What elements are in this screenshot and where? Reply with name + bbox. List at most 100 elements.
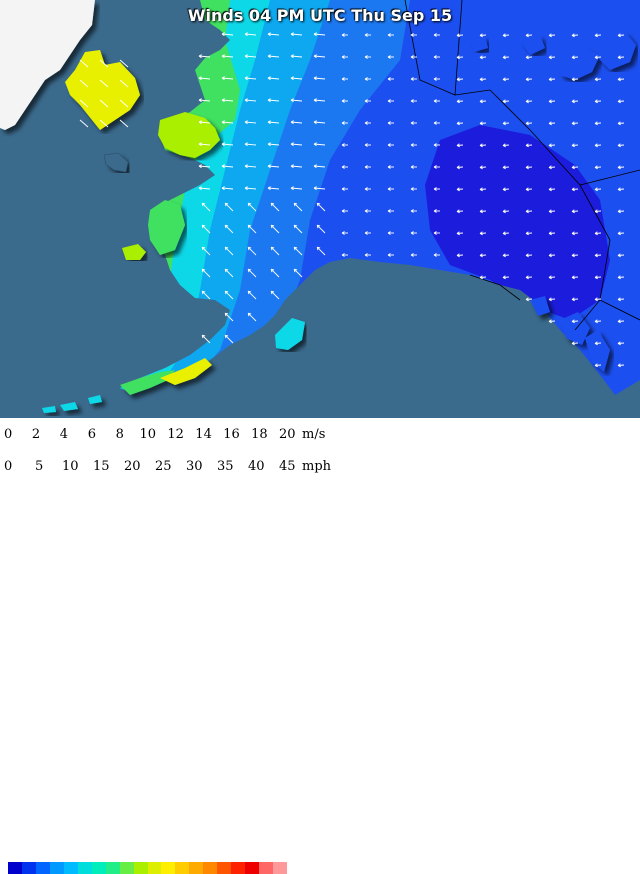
wind-arrowhead (341, 144, 345, 147)
wind-arrow (224, 202, 234, 212)
wind-arrowhead (594, 35, 598, 38)
wind-arrow (201, 334, 211, 344)
map-title: Winds 04 PM UTC Thu Sep 15 (187, 6, 453, 25)
wind-arrowhead (571, 123, 575, 126)
wind-arrow (617, 188, 625, 190)
wind-arrow (571, 232, 579, 234)
wind-arrowhead (410, 188, 414, 191)
wind-arrowhead (293, 247, 296, 251)
wind-arrowhead (617, 233, 621, 236)
wind-map (0, 0, 640, 418)
wind-arrow (571, 342, 579, 344)
wind-arrowhead (548, 35, 552, 38)
wind-arrowhead (410, 122, 414, 125)
wind-arrow (201, 290, 211, 300)
wind-arrowhead (341, 78, 345, 81)
wind-arrowhead (313, 165, 317, 169)
wind-arrowhead (244, 55, 248, 59)
wind-arrowhead (387, 232, 391, 235)
wind-arrow (244, 55, 257, 58)
wind-arrow (571, 276, 579, 278)
wind-arrow (119, 79, 129, 88)
panhandle-islands (530, 296, 610, 372)
legend-swatch (35, 862, 50, 874)
wind-arrowhead (548, 299, 552, 302)
wind-arrowhead (290, 121, 294, 125)
wind-arrow (594, 232, 602, 234)
wind-arrowhead (364, 188, 368, 191)
wind-arrow (548, 100, 556, 102)
wind-arrow (198, 187, 211, 190)
wind-arrowhead (316, 225, 319, 229)
wind-arrowhead (617, 145, 621, 148)
legend-swatch (189, 862, 204, 874)
wind-arrowhead (270, 225, 273, 229)
wind-arrow (479, 276, 487, 278)
wind-arrow (290, 77, 303, 80)
wind-arrowhead (548, 321, 552, 324)
wind-arrowhead (364, 232, 368, 235)
wind-arrowhead (502, 255, 506, 258)
wind-arrowhead (270, 203, 273, 207)
wind-arrowhead (410, 210, 414, 213)
wind-arrow (479, 144, 487, 146)
wind-arrowhead (244, 121, 248, 125)
wind-arrowhead (341, 34, 345, 37)
wind-arrowhead (525, 255, 529, 258)
wind-arrowhead (525, 35, 529, 38)
wind-arrowhead (244, 33, 248, 37)
wind-arrow (293, 246, 303, 256)
wind-arrow (198, 55, 211, 58)
wind-arrow (502, 276, 510, 278)
wind-arrow (571, 166, 579, 168)
wind-arrow (548, 78, 556, 80)
wind-arrowhead (221, 143, 225, 147)
wind-arrow (525, 78, 533, 80)
wind-arrowhead (410, 144, 414, 147)
wind-arrowhead (479, 211, 483, 214)
wind-arrow (198, 121, 211, 124)
wind-arrow (293, 224, 303, 234)
wind-arrowhead (364, 210, 368, 213)
arctic-island (560, 48, 600, 80)
wind-arrowhead (594, 277, 598, 280)
wind-arrowhead (198, 121, 202, 125)
wind-arrowhead (502, 101, 506, 104)
wind-arrow (571, 320, 579, 322)
wind-arrow (224, 334, 234, 344)
wind-arrowhead (293, 225, 296, 229)
wind-arrowhead (247, 247, 250, 251)
wind-arrowhead (617, 167, 621, 170)
mph-label: 10 (62, 459, 79, 474)
wind-arrow (198, 165, 211, 168)
wind-arrowhead (525, 277, 529, 280)
wind-arrowhead (594, 101, 598, 104)
wind-arrow (313, 187, 326, 190)
wind-arrowhead (594, 79, 598, 82)
legend-swatch (161, 862, 176, 874)
wind-arrow (594, 210, 602, 212)
borders (404, 0, 640, 331)
wind-arrowhead (571, 35, 575, 38)
wind-arrowhead (341, 232, 345, 235)
wind-arrowhead (456, 35, 460, 38)
wind-arrow (270, 224, 280, 234)
wind-arrow (99, 119, 109, 128)
wind-arrow (456, 166, 464, 168)
wind-arrow (502, 56, 510, 58)
wind-arrow (479, 210, 487, 212)
wind-arrow (571, 144, 579, 146)
wind-arrowhead (387, 78, 391, 81)
wind-arrowhead (479, 167, 483, 170)
wind-arrow (525, 298, 533, 300)
wind-arrowhead (548, 123, 552, 126)
wind-arrowhead (617, 255, 621, 258)
wind-arrow (502, 210, 510, 212)
wind-arrow (479, 254, 487, 256)
wind-arrow (617, 232, 625, 234)
wind-arrowhead (433, 210, 437, 213)
ms-label: 20 (279, 427, 296, 442)
wind-arrowhead (198, 55, 202, 59)
wind-arrowhead (247, 225, 250, 229)
wind-arrowhead (198, 77, 202, 81)
